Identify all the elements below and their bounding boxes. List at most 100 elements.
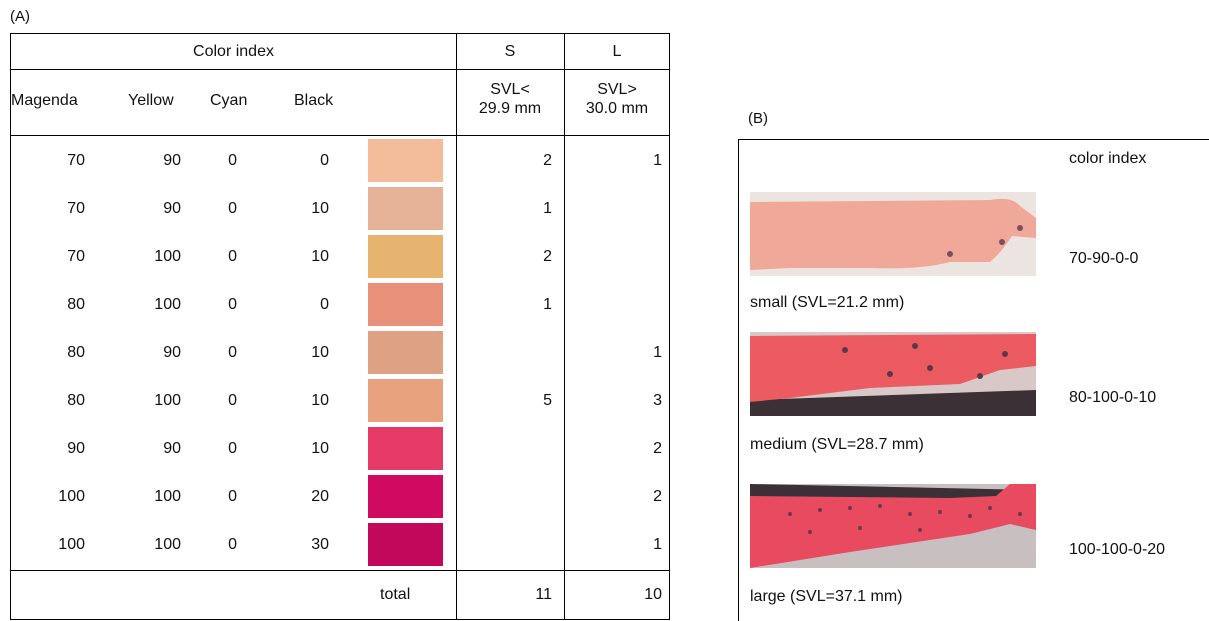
color-index-header: color index (1069, 150, 1147, 167)
header-magenda: Magenda (11, 92, 78, 109)
cell-l-count: 2 (653, 488, 662, 505)
cell-black: 10 (311, 200, 329, 217)
cell-l-count: 1 (653, 152, 662, 169)
photo-shadow (750, 390, 1036, 416)
table-divider (11, 69, 669, 70)
header-s-sub-line1: SVL< (490, 81, 530, 98)
salamander-spot (1018, 512, 1022, 516)
salamander-body (750, 484, 1036, 568)
color-index-table: Color index S L Magenda Yellow Cyan Blac… (10, 33, 670, 620)
cell-magenda: 80 (67, 344, 85, 361)
specimen-caption: large (SVL=37.1 mm) (750, 588, 903, 605)
salamander-spot (999, 239, 1005, 245)
cell-black: 0 (320, 152, 329, 169)
specimen-caption: medium (SVL=28.7 mm) (750, 436, 924, 453)
color-swatch (368, 283, 443, 326)
specimen-color-index: 80-100-0-10 (1069, 389, 1157, 406)
cell-cyan: 0 (228, 152, 237, 169)
table-divider (564, 34, 565, 619)
cell-cyan: 0 (228, 488, 237, 505)
cell-cyan: 0 (228, 200, 237, 217)
color-swatch (368, 187, 443, 230)
cell-black: 20 (311, 488, 329, 505)
color-swatch (368, 427, 443, 470)
cell-magenda: 80 (67, 296, 85, 313)
salamander-spot (858, 526, 862, 530)
cell-yellow: 100 (154, 248, 181, 265)
salamander-spot (968, 514, 972, 518)
cell-black: 0 (320, 296, 329, 313)
cell-l-count: 2 (653, 440, 662, 457)
header-yellow: Yellow (128, 92, 174, 109)
salamander-image (750, 192, 1036, 276)
salamander-spot (818, 508, 822, 512)
header-l-sub-line1: SVL> (597, 81, 637, 98)
color-swatch (368, 379, 443, 422)
cell-black: 10 (311, 440, 329, 457)
table-divider (456, 34, 457, 619)
header-color-index: Color index (193, 43, 274, 60)
cell-yellow: 100 (154, 488, 181, 505)
salamander-body (750, 198, 1036, 270)
specimen-photo (750, 192, 1036, 276)
cell-yellow: 90 (163, 152, 181, 169)
cell-l-count: 1 (653, 344, 662, 361)
salamander-spot (977, 373, 983, 379)
cell-s-count: 1 (543, 296, 552, 313)
cell-yellow: 90 (163, 200, 181, 217)
salamander-spot (918, 528, 922, 532)
salamander-spot (908, 512, 912, 516)
salamander-spot (878, 504, 882, 508)
cell-cyan: 0 (228, 344, 237, 361)
cell-black: 10 (311, 248, 329, 265)
salamander-image (750, 332, 1036, 416)
salamander-body (750, 334, 1036, 402)
cell-cyan: 0 (228, 392, 237, 409)
salamander-spot (938, 510, 942, 514)
header-l-sub: SVL> 30.0 mm (564, 80, 670, 118)
color-swatch (368, 475, 443, 518)
color-swatch (368, 235, 443, 278)
header-l-sub-line2: 30.0 mm (585, 100, 649, 117)
cell-s-count: 2 (543, 152, 552, 169)
specimen-color-index: 70-90-0-0 (1069, 250, 1139, 267)
salamander-spot (1017, 225, 1023, 231)
cell-yellow: 100 (154, 536, 181, 553)
cell-yellow: 90 (163, 344, 181, 361)
cell-magenda: 100 (58, 536, 85, 553)
cell-cyan: 0 (228, 536, 237, 553)
cell-s-count: 5 (543, 392, 552, 409)
header-s-sub-line2: 29.9 mm (478, 100, 542, 117)
salamander-image (750, 484, 1036, 568)
salamander-spot (887, 371, 893, 377)
table-divider (11, 570, 669, 571)
total-s: 11 (535, 586, 552, 603)
cell-l-count: 3 (653, 392, 662, 409)
total-l: 10 (644, 586, 662, 603)
salamander-spot (1002, 351, 1008, 357)
header-black: Black (294, 92, 334, 109)
cell-yellow: 90 (163, 440, 181, 457)
cell-s-count: 2 (543, 248, 552, 265)
color-swatch (368, 139, 443, 182)
header-cyan: Cyan (210, 92, 248, 109)
salamander-spot (947, 251, 953, 257)
specimen-photos-panel: color index small (SVL=21.2 mm) 70-90-0-0… (738, 139, 1209, 621)
salamander-spot (848, 506, 852, 510)
total-label: total (380, 586, 411, 603)
specimen-caption: small (SVL=21.2 mm) (750, 294, 905, 311)
cell-cyan: 0 (228, 296, 237, 313)
salamander-spot (912, 343, 918, 349)
panel-a-label: (A) (10, 8, 30, 25)
cell-yellow: 100 (154, 392, 181, 409)
specimen-photo (750, 484, 1036, 568)
cell-cyan: 0 (228, 248, 237, 265)
cell-black: 30 (311, 536, 329, 553)
cell-black: 10 (311, 392, 329, 409)
specimen-photo (750, 332, 1036, 416)
header-l: L (612, 43, 622, 60)
cell-black: 10 (311, 344, 329, 361)
header-s-sub: SVL< 29.9 mm (456, 80, 564, 118)
panel-b-label: (B) (748, 110, 768, 127)
salamander-spot (808, 530, 812, 534)
